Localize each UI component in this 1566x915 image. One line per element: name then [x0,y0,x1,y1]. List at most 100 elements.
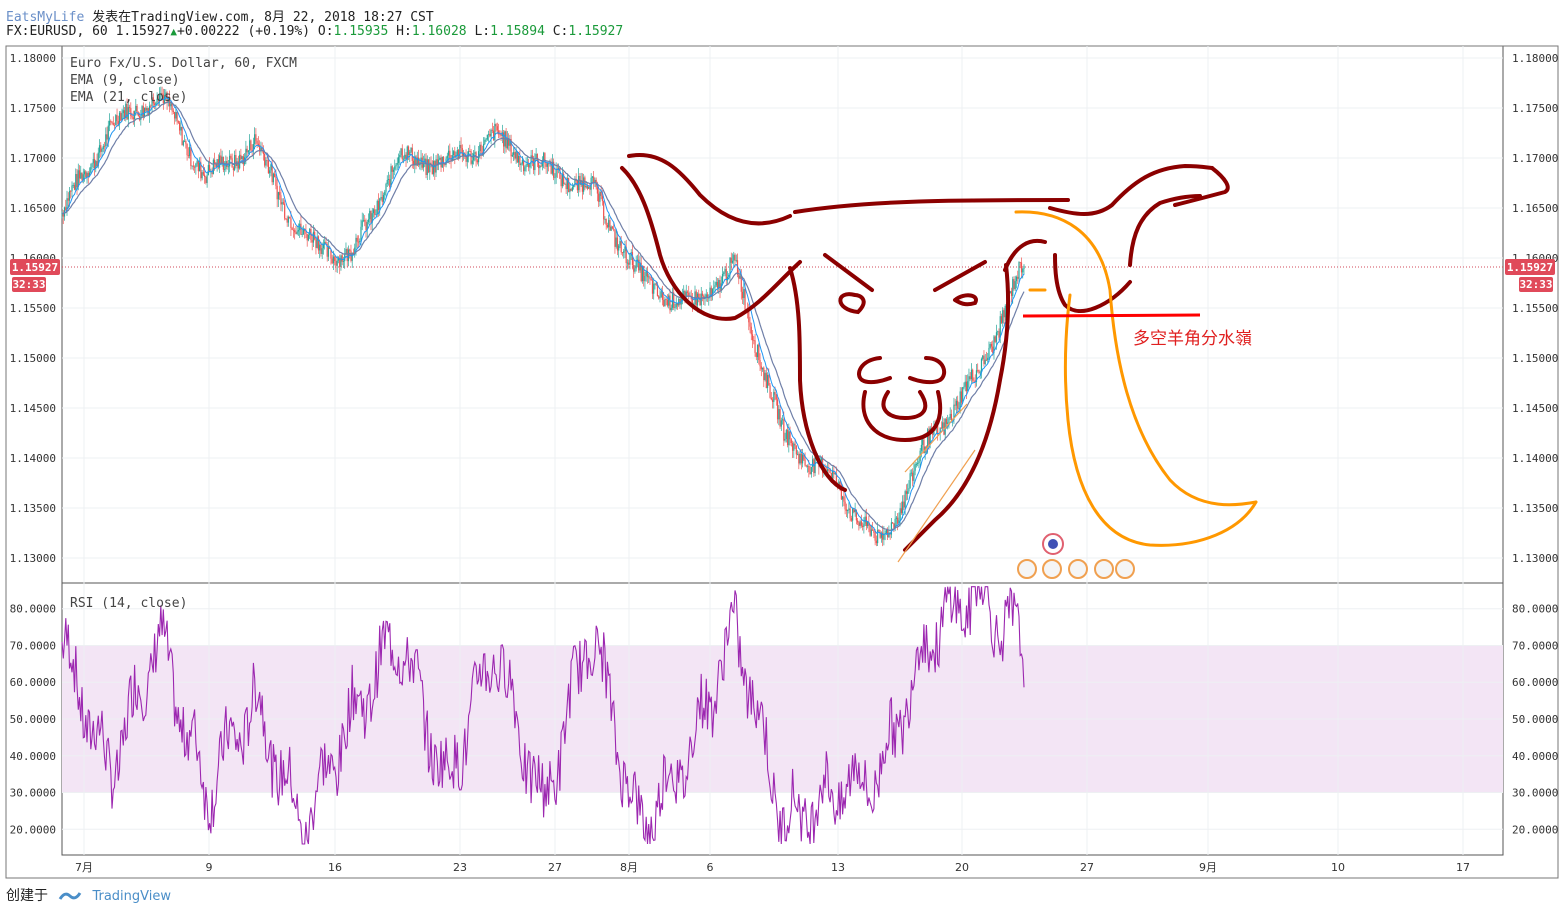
candle-body [518,155,520,163]
candle-body [698,293,700,299]
candle-body [755,352,757,358]
candle-body [224,169,226,170]
published-info: 发表在TradingView.com, 8月 22, 2018 18:27 CS… [92,10,434,25]
rsi-legend[interactable]: RSI (14, close) [70,596,187,611]
candle-body [342,261,345,262]
candle-body [100,145,102,152]
candle-body [300,223,302,235]
low-label: L: [474,24,491,39]
candle-body [93,159,96,169]
candle-body [404,154,406,159]
candle-body [912,472,914,481]
candle-body [832,470,834,479]
candle-body [212,159,214,175]
candle-body [161,92,163,95]
candle-body [553,161,555,178]
us-flag-icon-2 [1068,559,1088,579]
candle-body [978,370,980,373]
candle-body [544,153,546,164]
candle-body [411,147,413,161]
time-tick: 20 [955,861,969,874]
candle-body [172,110,174,112]
candle-body [650,279,652,281]
candle-body [369,210,371,220]
candle-body [680,297,682,305]
candle-body [220,155,222,165]
bull-head-drawing[interactable] [620,152,1230,552]
ema9-legend[interactable]: EMA (9, close) [70,73,180,88]
candle-body [897,517,899,524]
tradingview-brand[interactable]: TradingView [92,889,171,904]
candle-body [988,347,990,358]
candle-body [810,466,812,475]
time-tick: 16 [328,861,342,874]
candle-body [63,207,66,217]
candle-body [297,230,300,232]
candle-body [152,97,154,104]
candle-body [948,418,950,423]
candle-body [62,213,64,217]
footer: 创建于 TradingView [6,885,171,905]
candle-body [739,275,741,279]
price-tick-right: 1.15000 [1512,352,1558,365]
candle-body [480,144,482,154]
event-icons[interactable] [1017,533,1135,579]
candle-body [658,296,660,299]
low-value: 1.15894 [490,24,545,39]
candle-body [396,162,398,165]
orange-projection-drawing[interactable] [1014,210,1258,547]
candle-body [287,216,290,223]
close-value: 1.15927 [568,24,624,39]
candle-body [743,289,745,299]
candle-body [1002,310,1004,323]
candle-body [913,470,915,481]
tradingview-logo-icon[interactable] [58,889,82,903]
candle-body [728,275,730,277]
price-tick-left: 1.17000 [10,152,56,165]
candle-body [664,299,666,307]
candle-body [965,381,968,392]
candle-body [96,161,98,167]
candle-body [180,127,182,131]
candle-body [623,251,625,253]
author-name[interactable]: EatsMyLife [6,10,85,25]
candle-body [355,237,357,248]
candle-body [137,112,139,117]
candle-body [748,310,750,323]
candle-body [633,265,635,272]
orange-right-curve [1014,210,1258,507]
candle-body [663,299,665,307]
candle-body [800,453,802,464]
candle-body [804,459,806,466]
candle-body [467,151,470,157]
candle-body [465,156,467,162]
candle-body [386,179,388,184]
candle-body [305,231,307,234]
candle-body [120,112,122,121]
countdown-right-text: 32:33 [1519,278,1552,291]
candle-body [168,96,171,107]
candle-body [400,148,402,156]
candle-body [927,429,929,448]
candle-body [962,387,964,403]
candle-body [992,346,994,353]
candle-body [899,508,901,520]
ema21-legend[interactable]: EMA (21, close) [70,90,187,105]
candle-body [534,158,536,171]
candle-body [711,288,714,296]
candle-body [153,103,156,105]
candle-body [977,370,979,372]
candle-body [756,344,759,358]
watershed-line[interactable] [1022,313,1201,318]
candle-body [201,172,203,179]
candle-body [381,197,383,202]
trend-channel[interactable] [897,403,976,563]
candle-body [540,165,542,167]
candle-body [820,458,822,463]
candle-body [354,247,356,255]
watershed-annotation[interactable]: 多空羊角分水嶺 [1133,329,1252,349]
candle-body [397,157,400,163]
candle-body [460,144,462,149]
price-pane[interactable] [61,45,1504,584]
